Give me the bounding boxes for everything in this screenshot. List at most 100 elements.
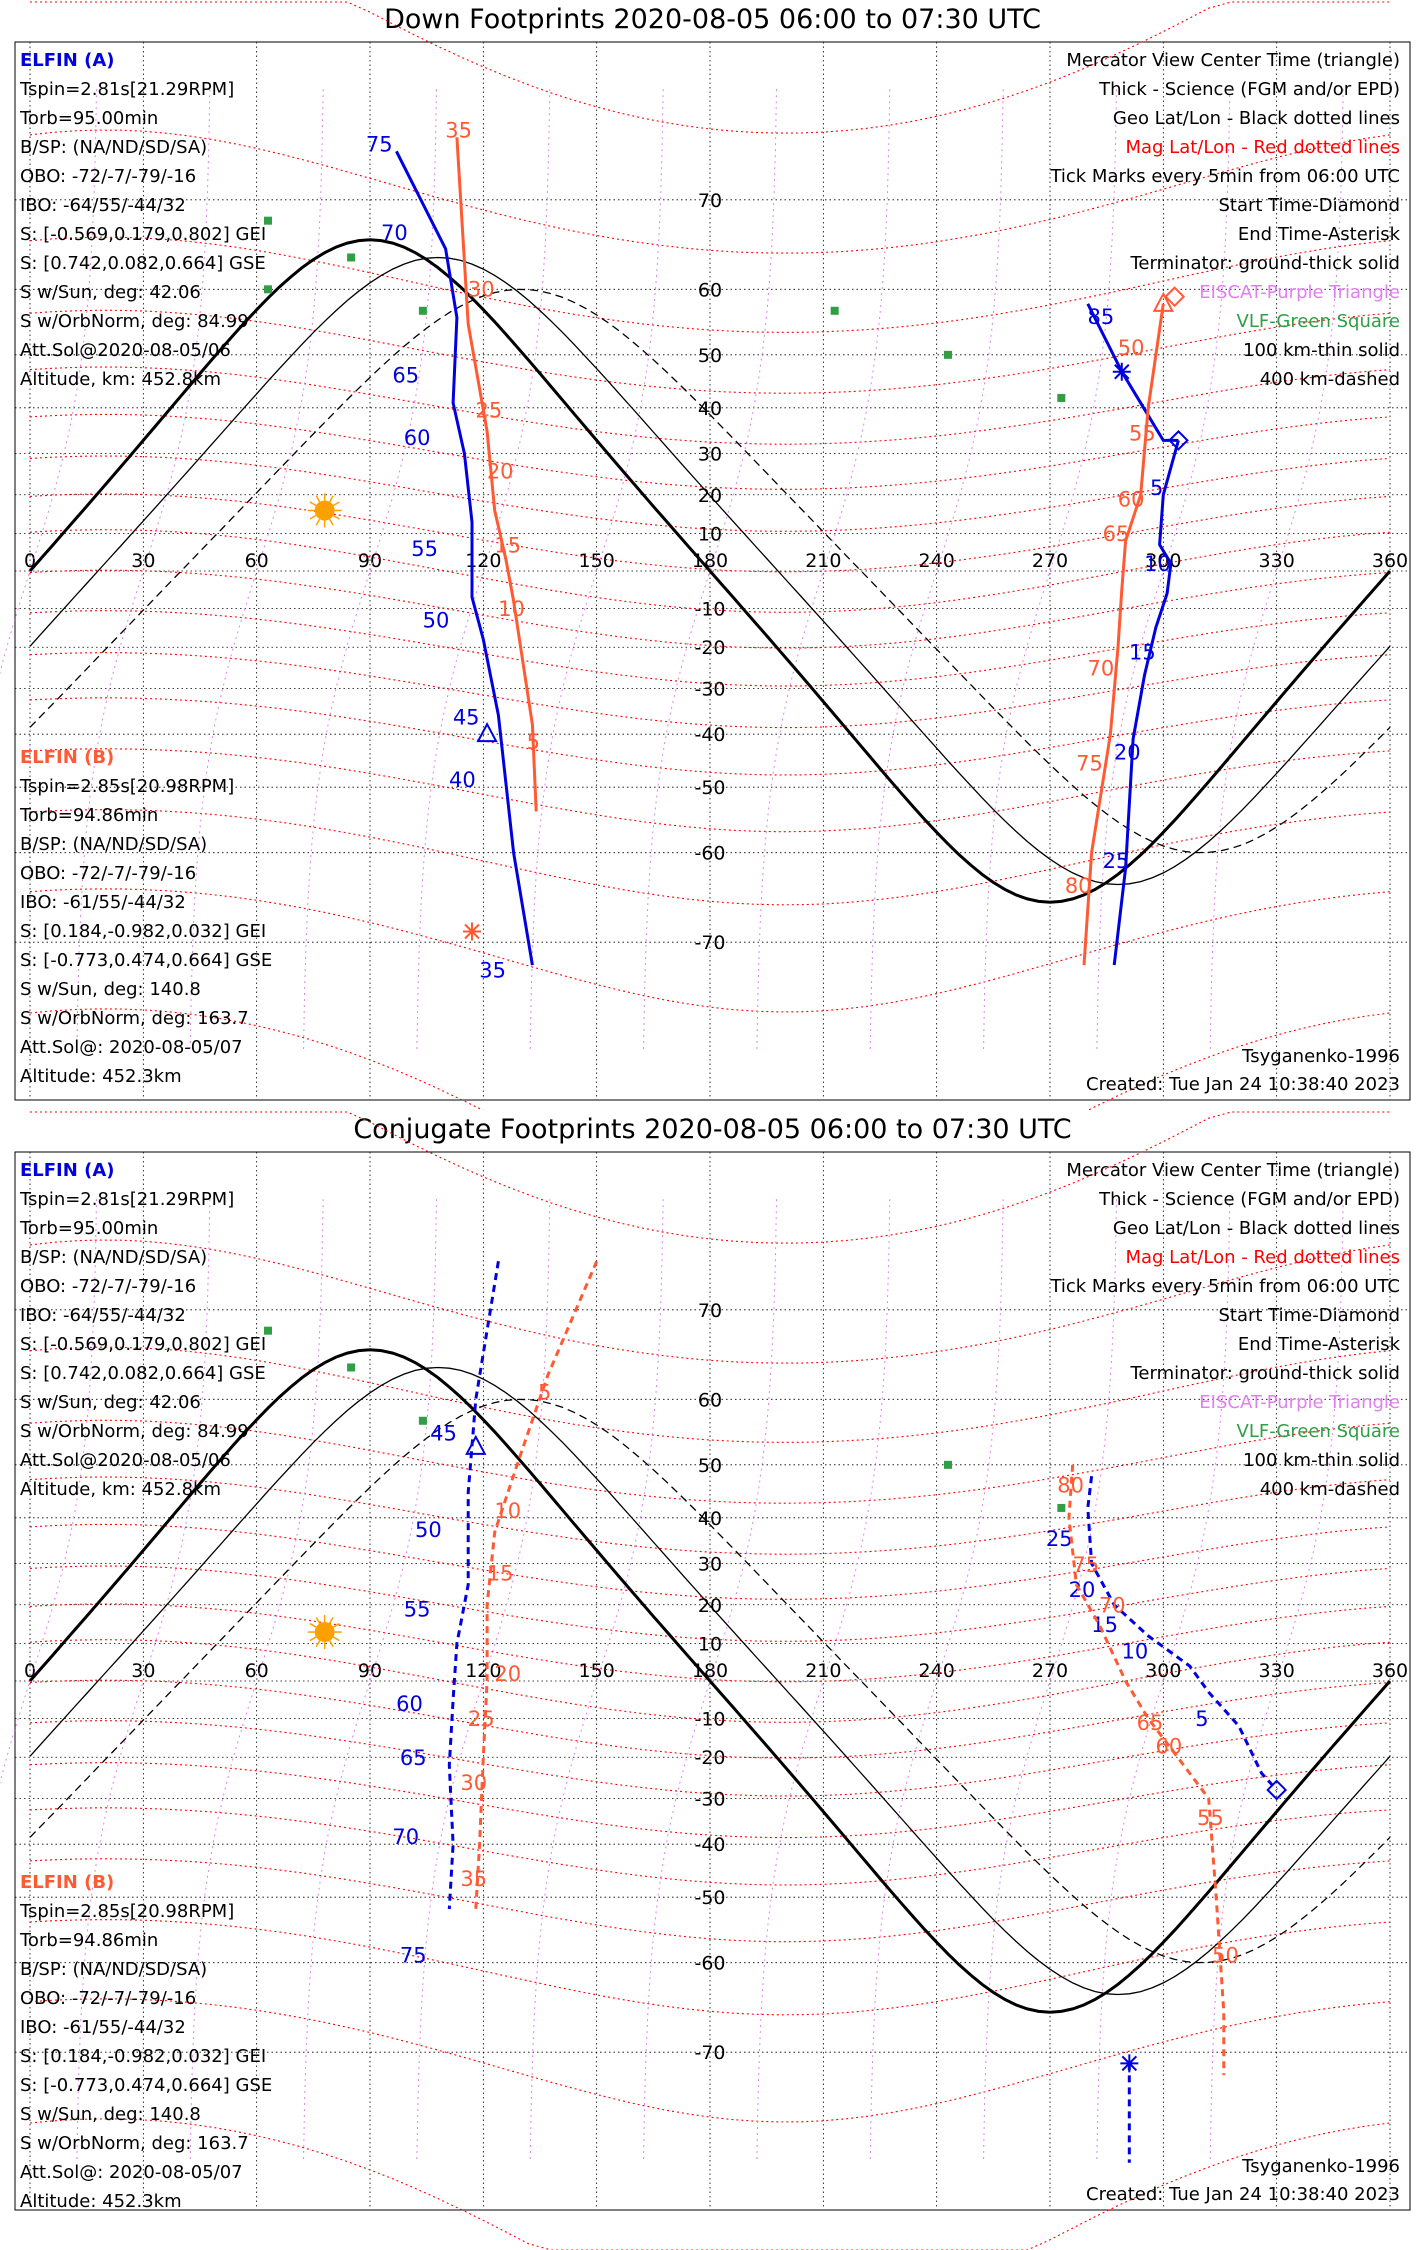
elfin-b-info-line: Altitude: 452.3km: [20, 1066, 182, 1087]
tick-minute-label: 10: [1121, 1640, 1148, 1664]
elfin-a-info-line: Tspin=2.81s[21.29RPM]: [19, 1189, 234, 1210]
lat-tick-label: -70: [694, 2042, 725, 2064]
sun-ray: [332, 1636, 340, 1642]
mag-lon-gridline: [983, 1199, 1117, 2163]
tick-minute-label: 15: [494, 533, 521, 557]
elfin-a-info-line: IBO: -64/55/-44/32: [20, 1305, 186, 1326]
created-timestamp: Created: Tue Jan 24 10:38:40 2023: [1086, 1074, 1400, 1095]
chart-title: Down Footprints 2020-08-05 06:00 to 07:3…: [384, 4, 1041, 35]
legend-entry: Start Time-Diamond: [1218, 1305, 1400, 1326]
mag-lon-gridline: [0, 1199, 97, 1785]
elfin-b-info-line: OBO: -72/-7/-79/-16: [20, 1988, 196, 2009]
legend-entry: 100 km-thin solid: [1243, 1450, 1400, 1471]
tick-minute-label: 25: [475, 398, 502, 422]
legend-entry: End Time-Asterisk: [1238, 1334, 1401, 1355]
lon-tick-label: 210: [805, 550, 841, 572]
elfin-a-info-line: S w/Sun, deg: 42.06: [20, 1392, 201, 1413]
elfin-a-info-line: IBO: -64/55/-44/32: [20, 195, 186, 216]
conjugate-footprints-map: 0 30 60 90 120 150 180 210 240 270 300 330 360 70 60 50…: [0, 1111, 1411, 2250]
tick-minute-label: 75: [366, 132, 393, 156]
chart-title: Conjugate Footprints 2020-08-05 06:00 to…: [353, 1114, 1072, 1145]
lon-tick-label: 210: [805, 1660, 841, 1682]
elfin-b-info-line: Att.Sol@: 2020-08-05/07: [20, 2162, 243, 2183]
lat-tick-label: -30: [694, 1788, 725, 1810]
lon-tick-label: 90: [358, 1660, 382, 1682]
sun-ray: [315, 1616, 321, 1624]
lat-tick-label: -20: [694, 637, 725, 659]
center-time-triangle: [465, 1434, 487, 1455]
elfin-a-info-line: Torb=95.00min: [19, 1218, 158, 1239]
terminator-ground-line: [28, 238, 1392, 904]
tick-minute-label: 60: [1118, 488, 1145, 512]
sun-ray: [315, 1640, 321, 1648]
elfin-a-info-line: B/SP: (NA/ND/SD/SA): [20, 1247, 207, 1268]
tick-minute-label: 15: [1129, 640, 1156, 664]
lon-tick-label: 0: [24, 1660, 36, 1682]
sun-ray: [315, 518, 321, 526]
vlf-station-marker: [264, 285, 272, 294]
lat-tick-label: 30: [698, 1554, 722, 1576]
mag-lat-gridline: [29, 1346, 1391, 1443]
sun-ray: [329, 1640, 334, 1648]
mag-lat-gridline: [29, 2118, 1391, 2250]
vlf-station-marker: [347, 253, 356, 262]
end-time-asterisk: [1120, 2054, 1139, 2073]
mag-lat-gridline: [29, 1523, 1391, 1600]
elfin-a-info-line: OBO: -72/-7/-79/-16: [20, 1276, 196, 1297]
sun-ray: [309, 514, 317, 520]
tick-minute-label: 5: [538, 1380, 551, 1404]
tick-minute-label: 55: [1129, 421, 1156, 445]
vlf-station-marker: [944, 350, 952, 359]
lat-tick-label: -50: [694, 777, 725, 799]
elfin-a-info-line: Att.Sol@2020-08-05/06: [20, 1450, 231, 1471]
lon-tick-label: 240: [919, 1660, 955, 1682]
terminator-400km-line: [29, 1398, 1391, 1964]
tick-minute-label: 10: [1144, 552, 1171, 576]
lon-tick-label: 60: [245, 1660, 269, 1682]
footprint-trace-elfin-b: [1067, 1464, 1226, 2076]
mag-lon-gridline: [643, 89, 777, 1053]
mag-lat-gridline: [29, 569, 1391, 649]
tick-minute-label: 25: [468, 1707, 495, 1731]
tick-minute-label: 70: [381, 221, 408, 245]
center-time-triangle: [476, 722, 498, 743]
vlf-station-marker: [418, 1416, 427, 1425]
legend-entry: Mercator View Center Time (triangle): [1066, 1160, 1400, 1181]
footprint-trace-elfin-a: [1086, 1476, 1278, 1791]
tick-minute-label: 75: [400, 1944, 427, 1968]
legend-entry: EISCAT-Purple Triangle: [1199, 282, 1400, 303]
elfin-a-info-line: OBO: -72/-7/-79/-16: [20, 166, 196, 187]
legend-entry: Geo Lat/Lon - Black dotted lines: [1113, 108, 1400, 129]
tick-minute-label: 70: [1087, 657, 1114, 681]
mag-lon-gridline: [303, 89, 437, 1053]
vlf-station-marker: [347, 1363, 356, 1372]
tick-minute-label: 45: [430, 1422, 457, 1446]
footprint-trace-elfin-a: [1086, 303, 1179, 442]
sun-ray: [329, 1616, 334, 1624]
down-footprints-map: 0 30 60 90 120 150 180 210 240 270 300 330 360 70 60 50…: [0, 1, 1411, 1110]
created-timestamp: Created: Tue Jan 24 10:38:40 2023: [1086, 2184, 1400, 2205]
mag-lon-gridline: [529, 1199, 664, 2163]
lon-tick-label: 0: [24, 550, 36, 572]
legend-entry: Geo Lat/Lon - Black dotted lines: [1113, 1218, 1400, 1239]
legend-entry: Thick - Science (FGM and/or EPD): [1098, 1189, 1400, 1210]
lon-tick-label: 300: [1145, 550, 1181, 572]
lon-tick-label: 330: [1259, 550, 1295, 572]
mag-lat-gridline: [29, 413, 1391, 490]
vlf-station-marker: [1057, 1503, 1066, 1512]
lat-tick-label: 30: [698, 444, 722, 466]
tick-minute-label: 10: [494, 1499, 521, 1523]
tick-minute-label: 60: [396, 1692, 423, 1716]
tick-minute-label: 35: [445, 118, 472, 142]
sun-ray: [329, 495, 334, 503]
lat-tick-label: 40: [698, 398, 722, 420]
tick-minute-label: 80: [1065, 874, 1092, 898]
elfin-b-info-line: S w/Sun, deg: 140.8: [20, 2104, 201, 2125]
mag-lat-gridline: [29, 1419, 1391, 1504]
elfin-a-info-line: S: [0.742,0.082,0.664] GSE: [20, 253, 266, 274]
vlf-station-marker: [1057, 393, 1066, 402]
mag-lon-gridline: [189, 89, 324, 1053]
sun-ray: [332, 501, 340, 507]
elfin-b-info-line: Att.Sol@: 2020-08-05/07: [20, 1037, 243, 1058]
legend-entry: Start Time-Diamond: [1218, 195, 1400, 216]
